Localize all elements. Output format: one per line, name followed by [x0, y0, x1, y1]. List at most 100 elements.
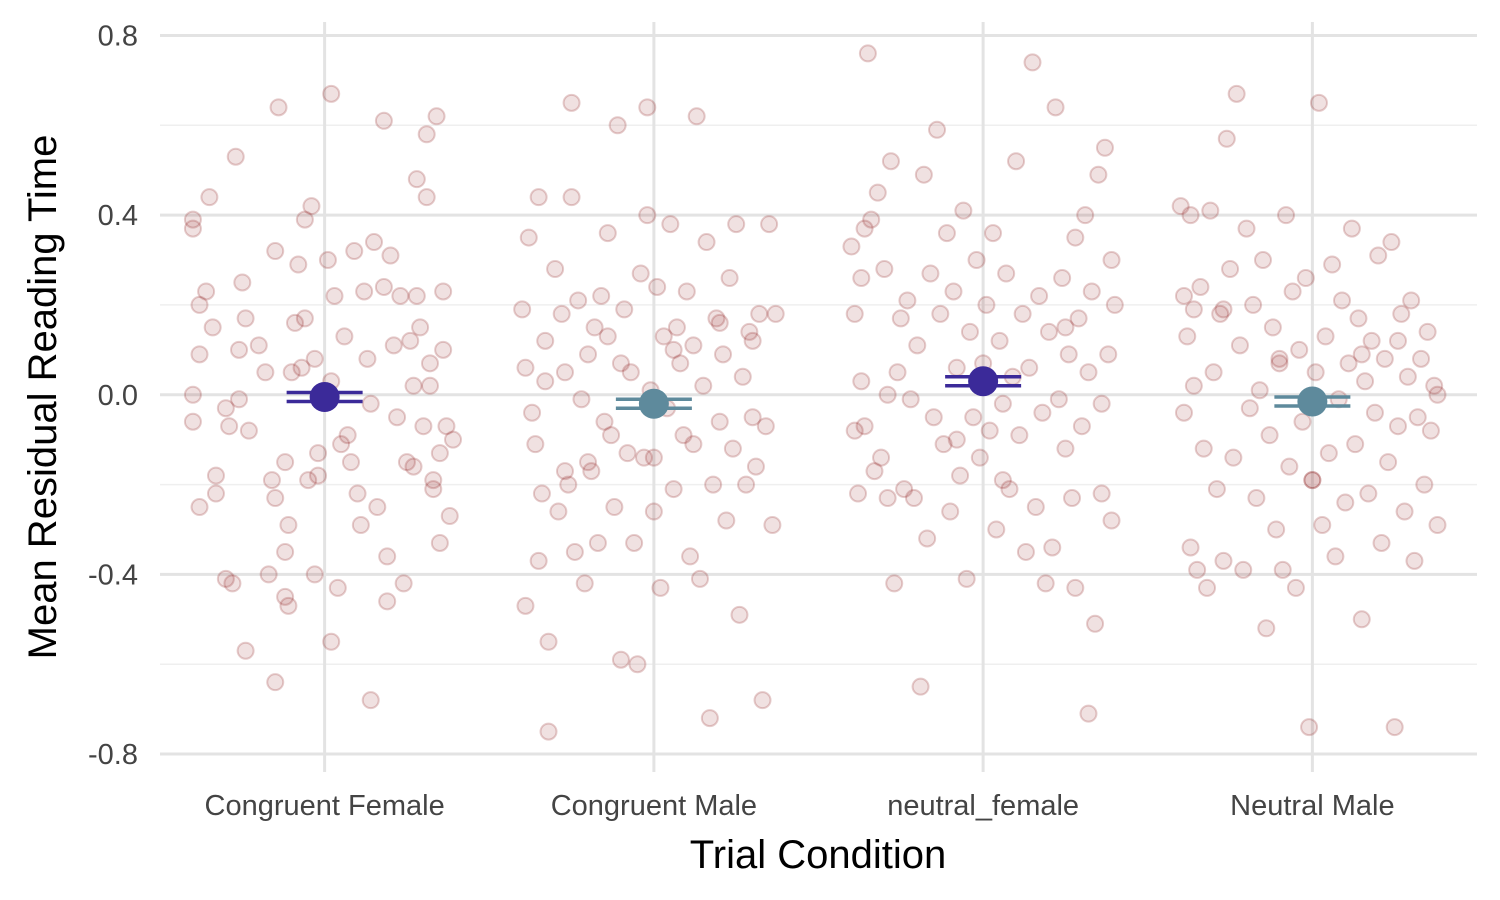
y-tick-label: 0.0 [98, 380, 138, 412]
data-point [1283, 282, 1302, 301]
data-point [849, 484, 868, 503]
data-point [200, 188, 219, 207]
data-point [684, 336, 703, 355]
data-point [1369, 246, 1388, 265]
data-point [753, 691, 772, 710]
data-point [322, 84, 341, 103]
data-point [279, 596, 298, 615]
data-point [924, 408, 943, 427]
data-point [644, 448, 663, 467]
data-point [852, 268, 871, 287]
data-point [881, 152, 900, 171]
data-point [911, 677, 930, 696]
data-point [230, 390, 249, 409]
data-point [555, 363, 574, 382]
data-point [1263, 318, 1282, 337]
data-point [1319, 444, 1338, 463]
data-point [717, 511, 736, 530]
x-tick-label: Neutral Male [1230, 790, 1394, 822]
data-point [239, 421, 258, 440]
data-point [654, 327, 673, 346]
data-point [519, 228, 538, 247]
data-point [404, 457, 423, 476]
data-point [516, 358, 535, 377]
data-point [384, 336, 403, 355]
data-point [325, 286, 344, 305]
data-point [226, 147, 245, 166]
data-point [625, 533, 644, 552]
data-point [888, 363, 907, 382]
data-point [579, 453, 598, 472]
data-point [437, 417, 456, 436]
data-point [681, 547, 700, 566]
data-point [1362, 331, 1381, 350]
data-point [1046, 98, 1065, 117]
data-point [947, 430, 966, 449]
data-point [417, 188, 436, 207]
data-point [1191, 277, 1210, 296]
data-point [230, 340, 249, 359]
data-point [677, 282, 696, 301]
data-point [845, 421, 864, 440]
data-point [1392, 304, 1411, 323]
data-point [1306, 363, 1325, 382]
data-point [236, 309, 255, 328]
mean-point [309, 382, 340, 412]
data-point [1237, 219, 1256, 238]
data-point [1250, 381, 1269, 400]
data-point [671, 354, 690, 373]
y-tick-label: 0.8 [98, 20, 138, 52]
data-point [674, 426, 693, 445]
data-point [977, 295, 996, 314]
data-point [746, 457, 765, 476]
data-point [1079, 363, 1098, 382]
data-point [579, 345, 598, 364]
data-point [638, 98, 657, 117]
data-point [592, 286, 611, 305]
data-point [1039, 322, 1058, 341]
data-point [276, 542, 295, 561]
data-point [361, 394, 380, 413]
data-point [855, 417, 874, 436]
data-point [602, 426, 621, 445]
data-point [1059, 345, 1078, 364]
data-point [1105, 295, 1124, 314]
data-point [1270, 354, 1289, 373]
data-point [858, 44, 877, 63]
data-point [934, 435, 953, 454]
data-point [559, 475, 578, 494]
data-point [947, 358, 966, 377]
data-point [417, 125, 436, 144]
data-point [562, 93, 581, 112]
data-point [615, 300, 634, 319]
data-point [1382, 233, 1401, 252]
data-point [740, 322, 759, 341]
data-points-layer [183, 44, 1447, 741]
data-point [763, 515, 782, 534]
data-point [710, 313, 729, 332]
data-point [549, 502, 568, 521]
data-point [957, 569, 976, 588]
data-point [1428, 515, 1447, 534]
data-point [302, 197, 321, 216]
data-point [282, 363, 301, 382]
data-point [1421, 421, 1440, 440]
data-point [1010, 426, 1029, 445]
data-point [1365, 403, 1384, 422]
data-point [872, 448, 891, 467]
data-point [351, 515, 370, 534]
data-point [710, 412, 729, 431]
data-point [183, 210, 202, 229]
data-point [414, 417, 433, 436]
data-point [322, 632, 341, 651]
data-point [259, 565, 278, 584]
data-point [276, 587, 295, 606]
data-point [262, 471, 281, 490]
data-point [391, 286, 410, 305]
x-tick-label: Congruent Female [205, 790, 445, 822]
data-point [1290, 340, 1309, 359]
data-point [1069, 309, 1088, 328]
data-point [1375, 349, 1394, 368]
data-point [1092, 394, 1111, 413]
data-point [1342, 219, 1361, 238]
